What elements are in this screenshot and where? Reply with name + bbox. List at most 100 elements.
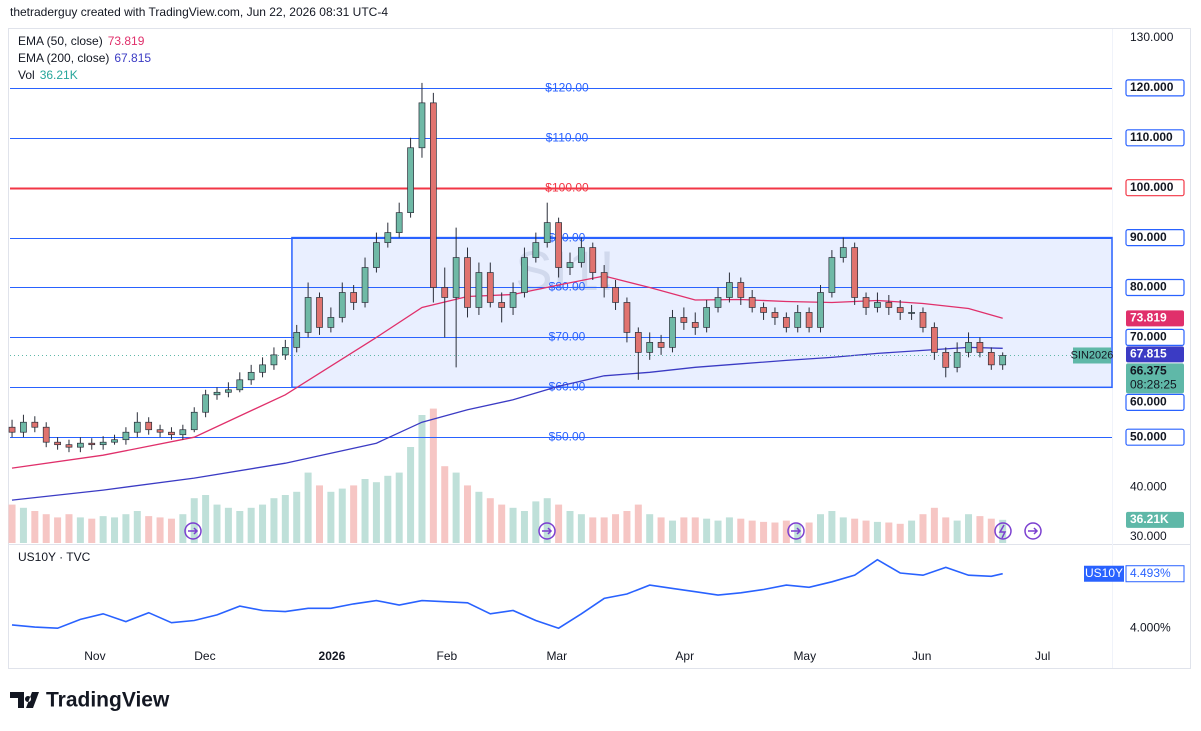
candle-body: [418, 102, 426, 149]
volume-bar: [839, 517, 847, 543]
candle-body: [430, 102, 437, 288]
legend-value: 73.819: [108, 34, 145, 48]
volume-bar: [817, 514, 825, 543]
price-tag: 70.000: [1130, 330, 1167, 344]
candle-body: [99, 441, 107, 446]
candle-body: [452, 257, 460, 298]
candle-body: [874, 302, 881, 308]
candle-body: [885, 302, 893, 308]
event-icon[interactable]: [787, 522, 805, 540]
level-tag-bg: [1125, 129, 1185, 147]
price-tag: 100.000: [1130, 180, 1174, 194]
volume-bar: [418, 415, 426, 543]
x-tick-label: May: [793, 649, 816, 663]
volume-bar: [987, 518, 995, 543]
candle-body: [600, 272, 608, 288]
candle-body: [327, 317, 335, 328]
volume-bar: [327, 491, 335, 543]
volume-bar: [76, 517, 84, 543]
candle-body: [942, 352, 950, 368]
candle-body: [771, 312, 779, 318]
candle-body: [145, 421, 153, 431]
candle-body: [509, 292, 517, 308]
volume-bar: [714, 520, 722, 543]
volume-bar: [304, 472, 312, 543]
volume-bar: [361, 479, 369, 543]
volume-bar: [509, 507, 517, 543]
volume-bar: [145, 516, 153, 543]
volume-bar: [452, 472, 460, 543]
candle-body: [862, 297, 870, 308]
event-icon-arrow: [1028, 527, 1039, 535]
legend-entry: EMA (50, close) 73.819: [18, 34, 145, 48]
volume-bar: [873, 521, 881, 543]
candle-body: [839, 247, 847, 258]
candle-body: [987, 352, 995, 366]
price-tag: 66.375: [1130, 364, 1167, 378]
event-icon[interactable]: [1024, 522, 1042, 540]
frame: [8, 28, 1191, 669]
volume-bar: [851, 518, 859, 543]
price-tag: 60.000: [1130, 395, 1167, 409]
level-tag-bg: [1125, 328, 1185, 346]
candle-body: [623, 302, 631, 333]
volume-bar: [350, 485, 358, 543]
candle-body: [395, 212, 403, 233]
volume-bar: [202, 495, 210, 543]
range-box: [291, 236, 1113, 389]
volume-bar: [407, 447, 415, 543]
event-icon[interactable]: [538, 522, 556, 540]
candle-body: [498, 302, 506, 308]
candle-body: [851, 247, 859, 298]
volume-bar: [748, 520, 756, 543]
volume-bar: [520, 511, 528, 543]
x-tick-label: Jul: [1035, 649, 1050, 663]
level-tag-bg: [1125, 428, 1185, 446]
volume-bar: [532, 501, 540, 543]
price-tag: 80.000: [1130, 280, 1167, 294]
candle-body: [338, 292, 346, 318]
candle-body: [304, 297, 312, 333]
volume-bar: [190, 498, 198, 543]
ticker-tag-bg: [1073, 347, 1111, 364]
level-tag-bg: [1125, 79, 1185, 97]
candle-body: [293, 332, 301, 348]
candle-body: [42, 426, 50, 443]
volume-bar: [566, 511, 574, 543]
candle-body: [270, 354, 278, 366]
volume-bar: [247, 507, 255, 543]
candle-body: [646, 342, 654, 353]
horizontal-line-label: $120.00: [545, 81, 589, 95]
x-tick-label: Apr: [675, 649, 694, 663]
candle-body: [828, 257, 836, 293]
price-axis: 36.21K 130.000 120.000 110.000 100.000 90.000…: [1125, 30, 1185, 543]
candle-body: [168, 431, 175, 436]
horizontal-line-label: $60.00: [549, 380, 586, 394]
volume-bar: [133, 511, 141, 543]
ema-line: [11, 346, 1003, 501]
candle-body: [407, 147, 414, 213]
candle-body: [726, 282, 733, 298]
horizontal-line-label: $90.00: [549, 231, 586, 245]
legend-entry: Vol 36.21K: [18, 68, 78, 82]
price-tag-bg: [1126, 346, 1184, 363]
candle-body: [20, 421, 27, 433]
candle-body: [805, 312, 813, 328]
candle-body: [156, 429, 164, 433]
candle-body: [225, 389, 232, 393]
volume-bar: [737, 518, 745, 543]
volume-bar: [828, 511, 836, 543]
volume-bar: [42, 514, 50, 543]
volume-bar: [885, 522, 893, 543]
event-icon[interactable]: [184, 522, 202, 540]
price-tag: 50.000: [1130, 429, 1167, 443]
x-tick-label: Feb: [437, 649, 458, 663]
candle-body: [714, 297, 722, 308]
volume-bar: [8, 504, 16, 543]
candle-body: [316, 297, 323, 328]
event-icon[interactable]: [994, 522, 1012, 540]
volume-bar: [919, 514, 927, 543]
candle-body: [259, 364, 266, 373]
volume-bar: [156, 517, 164, 543]
level-tag-bg: [1125, 179, 1185, 197]
